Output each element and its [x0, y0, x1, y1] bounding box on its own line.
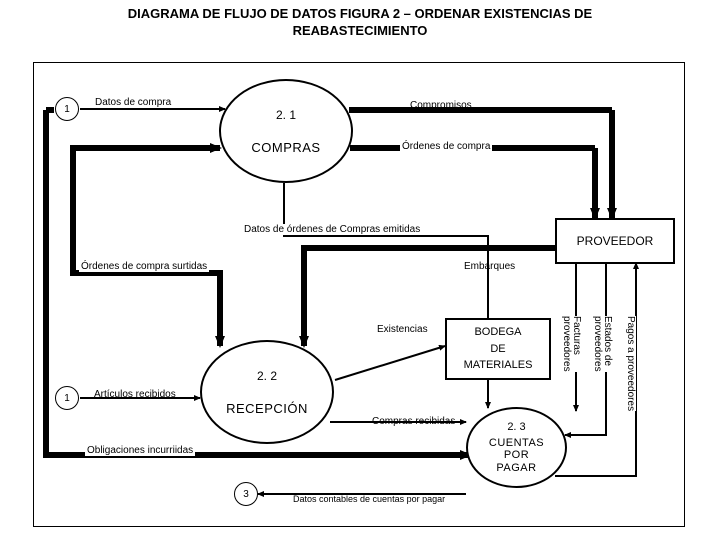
process-cuentas-id: 2. 3 — [507, 421, 525, 433]
connector-3: 3 — [234, 482, 258, 506]
process-recepcion: 2. 2 RECEPCIÓN — [200, 340, 334, 444]
label-obligaciones: Obligaciones incurriidas — [85, 445, 195, 456]
process-compras-id: 2. 1 — [276, 108, 296, 122]
external-proveedor: PROVEEDOR — [555, 218, 675, 264]
external-bodega: BODEGA DE MATERIALES — [445, 318, 551, 380]
vlabel-pagos: Pagos a proveedores — [625, 316, 636, 411]
process-recepcion-name: RECEPCIÓN — [226, 401, 308, 416]
external-bodega-label: BODEGA DE MATERIALES — [464, 324, 533, 374]
vlabel-facturas: Facturas proveedores — [561, 316, 581, 372]
label-datos-compra: Datos de compra — [95, 97, 171, 108]
vlabel-estados: Estados de proveedores — [592, 316, 612, 372]
diagram-frame — [33, 62, 685, 527]
connector-1-bottom: 1 — [55, 386, 79, 410]
process-recepcion-id: 2. 2 — [257, 369, 277, 383]
process-compras-name: COMPRAS — [251, 140, 320, 155]
label-embarques: Embarques — [464, 261, 515, 272]
external-proveedor-label: PROVEEDOR — [577, 234, 654, 248]
label-datos-ordenes: Datos de órdenes de Compras emitidas — [242, 224, 422, 235]
label-datos-contables: Datos contables de cuentas por pagar — [293, 494, 445, 504]
label-ordenes-compra: Órdenes de compra — [400, 141, 492, 152]
process-cuentas: 2. 3 CUENTAS POR PAGAR — [466, 407, 567, 488]
label-articulos: Artículos recibidos — [94, 389, 176, 400]
label-existencias: Existencias — [377, 324, 428, 335]
label-compromisos: Compromisos — [410, 100, 472, 111]
label-ordenes-surtidas: Órdenes de compra surtidas — [79, 261, 209, 272]
label-compras-recib: Compras recibidas — [372, 416, 455, 427]
title-line-1: DIAGRAMA DE FLUJO DE DATOS FIGURA 2 – OR… — [128, 6, 592, 21]
title-line-2: REABASTECIMIENTO — [293, 23, 428, 38]
connector-1-top: 1 — [55, 97, 79, 121]
process-cuentas-name: CUENTAS POR PAGAR — [489, 437, 544, 473]
diagram-title: DIAGRAMA DE FLUJO DE DATOS FIGURA 2 – OR… — [50, 6, 670, 40]
process-compras: 2. 1 COMPRAS — [219, 79, 353, 183]
